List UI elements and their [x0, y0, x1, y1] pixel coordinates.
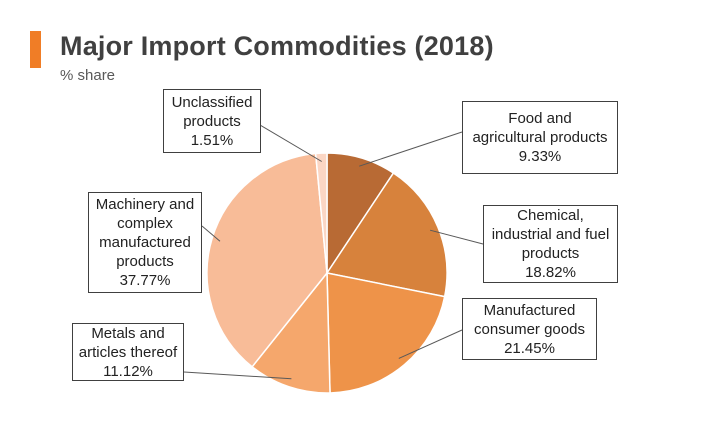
slice-label-line: Machinery and [95, 196, 195, 213]
chart-subtitle: % share [60, 67, 116, 84]
leader-line-5 [201, 225, 221, 242]
slice-value-label: 1.51% [190, 131, 234, 149]
leader-line-4 [183, 371, 292, 380]
leader-line-3 [398, 329, 463, 359]
slice-label-line: products [183, 112, 241, 130]
title-accent-bar [30, 31, 41, 68]
slice-label-line: manufactured [99, 234, 191, 251]
pie-slice-2 [325, 171, 448, 298]
slice-label-line: products [116, 253, 174, 270]
leader-line-6 [259, 124, 322, 162]
pie-slice-4 [251, 270, 331, 394]
slice-label-line: products [521, 245, 580, 262]
callout-slice-2: Chemical, industrial and fuel products 18.8… [483, 205, 618, 283]
slice-value-label: 18.82% [525, 264, 576, 281]
pie-slices [206, 152, 448, 394]
slice-value-label: 21.45% [504, 339, 555, 357]
pie-slice-5 [206, 152, 328, 368]
callout-slice-3: Manufactured consumer goods 21.45% [462, 298, 597, 360]
leader-line-1 [359, 131, 463, 167]
slice-label-line: consumer goods [474, 320, 585, 338]
slice-label-line: Food and [508, 110, 572, 127]
chart-title: Major Import Commodities (2018) [60, 31, 494, 61]
callout-slice-1: Food and agricultural products 9.33% [462, 101, 618, 174]
slice-label-line: Manufactured [483, 301, 576, 319]
slice-label-line: Metals and [91, 324, 165, 342]
callout-slice-6: Unclassified products 1.51% [163, 89, 261, 153]
pie-slice-6 [314, 152, 328, 274]
slice-value-label: 37.77% [119, 272, 171, 289]
callout-slice-4: Metals and articles thereof 11.12% [72, 323, 184, 381]
slice-label-line: agricultural products [472, 129, 608, 146]
slice-label-line: Unclassified [171, 93, 253, 111]
slice-value-label: 11.12% [103, 362, 153, 380]
leader-lines [183, 124, 484, 380]
slice-value-label: 9.33% [518, 148, 562, 165]
slice-label-line: Chemical, [517, 207, 584, 224]
slice-label-line: complex [117, 215, 173, 232]
slice-label-line: industrial and fuel [491, 226, 610, 243]
slice-label-line: articles thereof [78, 343, 178, 361]
callout-slice-5: Machinery and complex manufactured products… [88, 192, 202, 293]
leader-line-2 [429, 229, 484, 245]
pie-slice-3 [326, 272, 446, 394]
